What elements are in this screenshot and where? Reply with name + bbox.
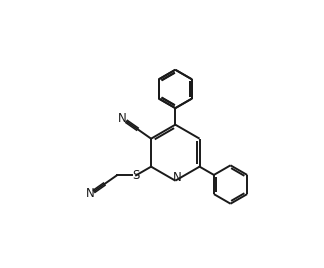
Text: N: N [118, 112, 127, 125]
Text: N: N [86, 188, 95, 200]
Text: S: S [133, 169, 140, 182]
Text: N: N [173, 171, 182, 184]
